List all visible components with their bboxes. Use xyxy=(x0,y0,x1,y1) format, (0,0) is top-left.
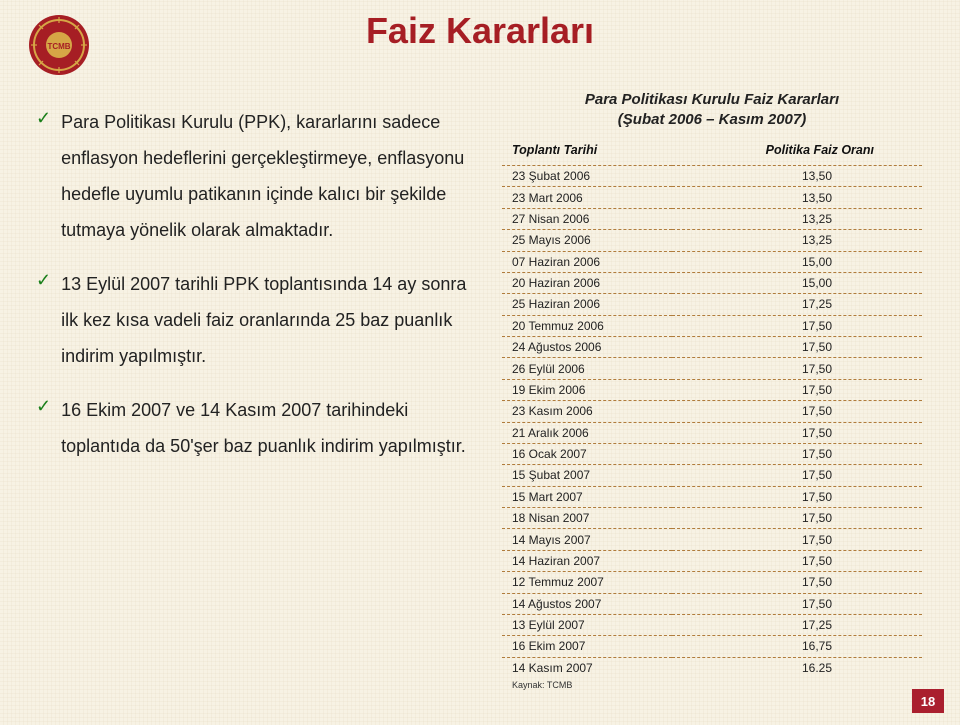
cell-date: 26 Eylül 2006 xyxy=(502,358,672,379)
cell-date: 14 Mayıs 2007 xyxy=(502,529,672,550)
table-row: 23 Kasım 200617,50 xyxy=(502,401,922,422)
cell-rate: 16,75 xyxy=(672,636,922,657)
cell-date: 19 Ekim 2006 xyxy=(502,379,672,400)
cell-date: 18 Nisan 2007 xyxy=(502,508,672,529)
content-area: ✓ Para Politikası Kurulu (PPK), kararlar… xyxy=(36,90,924,690)
table-row: 14 Haziran 200717,50 xyxy=(502,550,922,571)
cell-rate: 17,50 xyxy=(672,422,922,443)
cell-date: 13 Eylül 2007 xyxy=(502,614,672,635)
bullet-item: ✓ 13 Eylül 2007 tarihli PPK toplantısınd… xyxy=(36,266,474,374)
cell-date: 25 Haziran 2006 xyxy=(502,294,672,315)
check-icon: ✓ xyxy=(36,266,51,374)
cell-date: 27 Nisan 2006 xyxy=(502,208,672,229)
cell-date: 23 Kasım 2006 xyxy=(502,401,672,422)
cell-date: 20 Temmuz 2006 xyxy=(502,315,672,336)
table-row: 15 Şubat 200717,50 xyxy=(502,465,922,486)
cell-rate: 17,25 xyxy=(672,614,922,635)
col-header-date: Toplantı Tarihi xyxy=(502,137,672,166)
table-row: 18 Nisan 200717,50 xyxy=(502,508,922,529)
table-row: 25 Mayıs 200613,25 xyxy=(502,230,922,251)
bullet-text: 13 Eylül 2007 tarihli PPK toplantısında … xyxy=(61,266,474,374)
cell-rate: 17,25 xyxy=(672,294,922,315)
bullet-text: Para Politikası Kurulu (PPK), kararların… xyxy=(61,104,474,248)
table-row: 25 Haziran 200617,25 xyxy=(502,294,922,315)
cell-rate: 17,50 xyxy=(672,572,922,593)
table-row: 14 Ağustos 200717,50 xyxy=(502,593,922,614)
table-column: Para Politikası Kurulu Faiz Kararları (Ş… xyxy=(502,90,922,690)
table-row: 20 Temmuz 200617,50 xyxy=(502,315,922,336)
check-icon: ✓ xyxy=(36,392,51,464)
cell-date: 21 Aralık 2006 xyxy=(502,422,672,443)
table-row: 23 Şubat 200613,50 xyxy=(502,166,922,187)
cell-date: 12 Temmuz 2007 xyxy=(502,572,672,593)
bullets-column: ✓ Para Politikası Kurulu (PPK), kararlar… xyxy=(36,90,474,690)
table-row: 26 Eylül 200617,50 xyxy=(502,358,922,379)
page-title: Faiz Kararları xyxy=(0,10,960,52)
table-row: 07 Haziran 200615,00 xyxy=(502,251,922,272)
cell-rate: 15,00 xyxy=(672,251,922,272)
table-row: 23 Mart 200613,50 xyxy=(502,187,922,208)
cell-rate: 13,25 xyxy=(672,230,922,251)
cell-date: 07 Haziran 2006 xyxy=(502,251,672,272)
cell-date: 23 Şubat 2006 xyxy=(502,166,672,187)
cell-rate: 16.25 xyxy=(672,657,922,678)
bullet-text: 16 Ekim 2007 ve 14 Kasım 2007 tarihindek… xyxy=(61,392,474,464)
cell-rate: 17,50 xyxy=(672,508,922,529)
cell-rate: 15,00 xyxy=(672,272,922,293)
cell-rate: 17,50 xyxy=(672,401,922,422)
cell-rate: 17,50 xyxy=(672,443,922,464)
bullet-item: ✓ 16 Ekim 2007 ve 14 Kasım 2007 tarihind… xyxy=(36,392,474,464)
cell-date: 15 Şubat 2007 xyxy=(502,465,672,486)
table-row: 14 Kasım 200716.25 xyxy=(502,657,922,678)
col-header-rate: Politika Faiz Oranı xyxy=(672,137,922,166)
subheading-line2: (Şubat 2006 – Kasım 2007) xyxy=(618,111,806,128)
table-source: Kaynak: TCMB xyxy=(502,680,922,690)
table-row: 16 Ekim 200716,75 xyxy=(502,636,922,657)
cell-rate: 17,50 xyxy=(672,529,922,550)
table-row: 21 Aralık 200617,50 xyxy=(502,422,922,443)
cell-date: 14 Ağustos 2007 xyxy=(502,593,672,614)
table-row: 13 Eylül 200717,25 xyxy=(502,614,922,635)
cell-date: 24 Ağustos 2006 xyxy=(502,337,672,358)
cell-rate: 13,50 xyxy=(672,166,922,187)
table-subheading: Para Politikası Kurulu Faiz Kararları (Ş… xyxy=(502,90,922,129)
cell-date: 23 Mart 2006 xyxy=(502,187,672,208)
subheading-line1: Para Politikası Kurulu Faiz Kararları xyxy=(585,91,839,108)
cell-rate: 13,50 xyxy=(672,187,922,208)
cell-rate: 17,50 xyxy=(672,550,922,571)
table-row: 20 Haziran 200615,00 xyxy=(502,272,922,293)
cell-date: 15 Mart 2007 xyxy=(502,486,672,507)
bullet-item: ✓ Para Politikası Kurulu (PPK), kararlar… xyxy=(36,104,474,248)
table-row: 12 Temmuz 200717,50 xyxy=(502,572,922,593)
cell-rate: 13,25 xyxy=(672,208,922,229)
cell-date: 14 Haziran 2007 xyxy=(502,550,672,571)
table-row: 27 Nisan 200613,25 xyxy=(502,208,922,229)
cell-date: 16 Ocak 2007 xyxy=(502,443,672,464)
page-number: 18 xyxy=(921,694,935,709)
cell-rate: 17,50 xyxy=(672,337,922,358)
cell-rate: 17,50 xyxy=(672,315,922,336)
cell-date: 14 Kasım 2007 xyxy=(502,657,672,678)
cell-date: 25 Mayıs 2006 xyxy=(502,230,672,251)
page-number-badge: 18 xyxy=(912,689,944,713)
rate-table: Toplantı Tarihi Politika Faiz Oranı 23 Ş… xyxy=(502,137,922,678)
table-row: 14 Mayıs 200717,50 xyxy=(502,529,922,550)
check-icon: ✓ xyxy=(36,104,51,248)
cell-rate: 17,50 xyxy=(672,593,922,614)
table-row: 19 Ekim 200617,50 xyxy=(502,379,922,400)
cell-rate: 17,50 xyxy=(672,465,922,486)
table-row: 16 Ocak 200717,50 xyxy=(502,443,922,464)
cell-date: 20 Haziran 2006 xyxy=(502,272,672,293)
table-row: 24 Ağustos 200617,50 xyxy=(502,337,922,358)
table-row: 15 Mart 200717,50 xyxy=(502,486,922,507)
cell-date: 16 Ekim 2007 xyxy=(502,636,672,657)
cell-rate: 17,50 xyxy=(672,358,922,379)
cell-rate: 17,50 xyxy=(672,486,922,507)
cell-rate: 17,50 xyxy=(672,379,922,400)
